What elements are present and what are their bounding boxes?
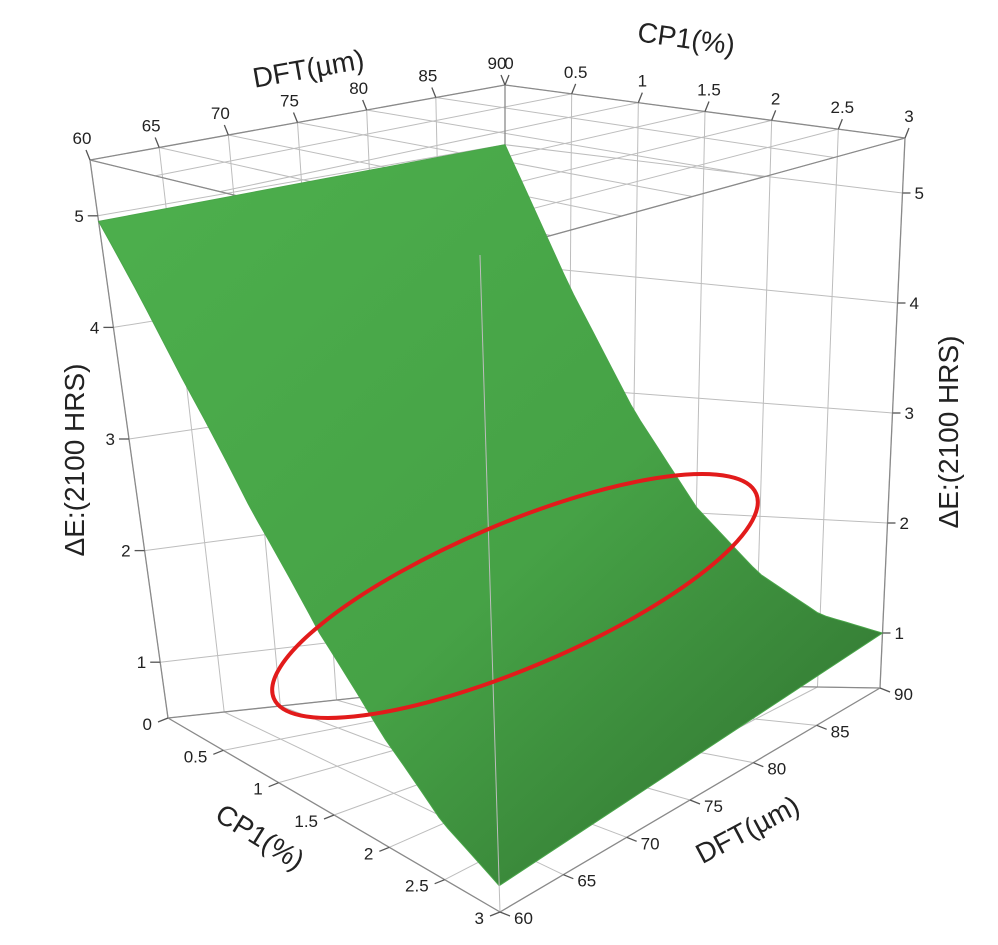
tick-label-bottom-dft: 80 xyxy=(767,760,786,779)
tick-mark-bottom-dft xyxy=(626,836,637,842)
tick-label-bottom-cp1: 1 xyxy=(253,780,262,799)
tick-mark-top-cp1 xyxy=(904,127,910,139)
tick-mark-bottom-cp1 xyxy=(489,911,501,917)
tick-label-top-cp1: 1.5 xyxy=(697,81,721,100)
tick-label-right-z: 5 xyxy=(915,184,924,203)
gridline-back-z xyxy=(97,144,506,217)
gridline-top-cp1 xyxy=(219,102,639,193)
frame-edge-top xyxy=(479,137,906,256)
tick-mark-bottom-dft xyxy=(499,911,511,917)
tick-label-left-z: 2 xyxy=(121,542,130,561)
tick-label-bottom-cp1: 0 xyxy=(143,715,152,734)
tick-label-top-dft: 80 xyxy=(349,79,368,98)
tick-label-top-cp1: 0.5 xyxy=(564,63,588,82)
gridline-right-z xyxy=(504,263,898,304)
tick-mark-bottom-cp1 xyxy=(268,782,279,788)
tick-label-left-z: 4 xyxy=(90,318,99,337)
tick-mark-bottom-cp1 xyxy=(157,717,169,723)
axis-title-bottom-cp1: CP1(%) xyxy=(210,798,310,876)
tick-label-bottom-cp1: 1.5 xyxy=(294,812,318,831)
tick-mark-bottom-dft xyxy=(879,687,891,693)
tick-label-top-dft: 65 xyxy=(142,117,161,136)
tick-mark-top-cp1 xyxy=(504,74,510,86)
tick-label-right-z: 2 xyxy=(900,514,909,533)
tick-label-bottom-dft: 75 xyxy=(704,797,723,816)
highlight-layer xyxy=(270,472,760,720)
tick-label-left-z: 1 xyxy=(137,653,146,672)
tick-label-right-z: 1 xyxy=(895,624,904,643)
tick-mark-top-cp1 xyxy=(571,83,577,95)
axis-title-left-z: ΔE:(2100 HRS) xyxy=(59,364,90,557)
gridline-top-cp1 xyxy=(154,93,572,177)
tick-label-bottom-cp1: 3 xyxy=(475,909,484,928)
tick-mark-bottom-dft xyxy=(689,799,701,805)
tick-label-bottom-dft: 90 xyxy=(894,685,913,704)
tick-label-bottom-cp1: 0.5 xyxy=(184,747,208,766)
tick-mark-top-dft xyxy=(431,87,437,98)
tick-mark-bottom-dft xyxy=(753,762,764,768)
tick-label-top-dft: 60 xyxy=(73,129,92,148)
tick-mark-top-dft xyxy=(500,74,506,86)
tick-mark-top-cp1 xyxy=(771,110,777,121)
tick-label-bottom-cp1: 2 xyxy=(364,844,373,863)
tick-mark-bottom-cp1 xyxy=(379,846,390,852)
tick-label-right-z: 3 xyxy=(905,404,914,423)
tick-label-top-cp1: 2.5 xyxy=(831,98,855,117)
tick-label-top-dft: 85 xyxy=(418,67,437,86)
tick-label-left-z: 3 xyxy=(106,430,115,449)
tick-mark-bottom-dft xyxy=(563,874,574,880)
front-frame xyxy=(479,254,501,913)
tick-label-left-z: 5 xyxy=(74,207,83,226)
tick-label-bottom-dft: 60 xyxy=(514,909,533,928)
tick-label-bottom-dft: 70 xyxy=(641,834,660,853)
frame-edge-front xyxy=(479,254,501,913)
highlight-ellipse xyxy=(270,472,760,720)
tick-label-right-z: 4 xyxy=(910,294,919,313)
surface-layer xyxy=(97,144,884,887)
tick-mark-bottom-cp1 xyxy=(434,879,445,885)
tick-mark-top-dft xyxy=(154,137,160,148)
tick-label-top-dft: 70 xyxy=(211,104,230,123)
tick-mark-top-cp1 xyxy=(704,101,710,112)
tick-label-bottom-dft: 65 xyxy=(577,872,596,891)
tick-label-top-dft: 75 xyxy=(280,92,299,111)
tick-mark-top-dft xyxy=(223,124,229,136)
tick-label-top-cp1: 2 xyxy=(771,89,780,108)
tick-mark-bottom-cp1 xyxy=(213,749,224,755)
tick-mark-bottom-dft xyxy=(816,724,827,730)
tick-mark-top-cp1 xyxy=(837,118,843,130)
tick-label-top-cp1: 1 xyxy=(638,72,647,91)
response-surface xyxy=(97,144,884,887)
tick-label-top-cp1: 0 xyxy=(504,54,513,73)
tick-mark-top-dft xyxy=(292,112,299,123)
gridline-right-z xyxy=(504,144,903,194)
tick-label-bottom-dft: 85 xyxy=(831,722,850,741)
axis-title-top-cp1: CP1(%) xyxy=(636,16,737,60)
tick-mark-top-dft xyxy=(85,149,91,161)
tick-label-top-dft: 90 xyxy=(488,54,507,73)
tick-label-bottom-cp1: 2.5 xyxy=(405,877,429,896)
tick-label-top-cp1: 3 xyxy=(904,107,913,126)
axis-title-right-z: ΔE:(2100 HRS) xyxy=(933,336,964,529)
tick-mark-bottom-cp1 xyxy=(323,814,335,820)
tick-mark-top-dft xyxy=(362,99,368,111)
tick-mark-top-cp1 xyxy=(637,92,643,103)
